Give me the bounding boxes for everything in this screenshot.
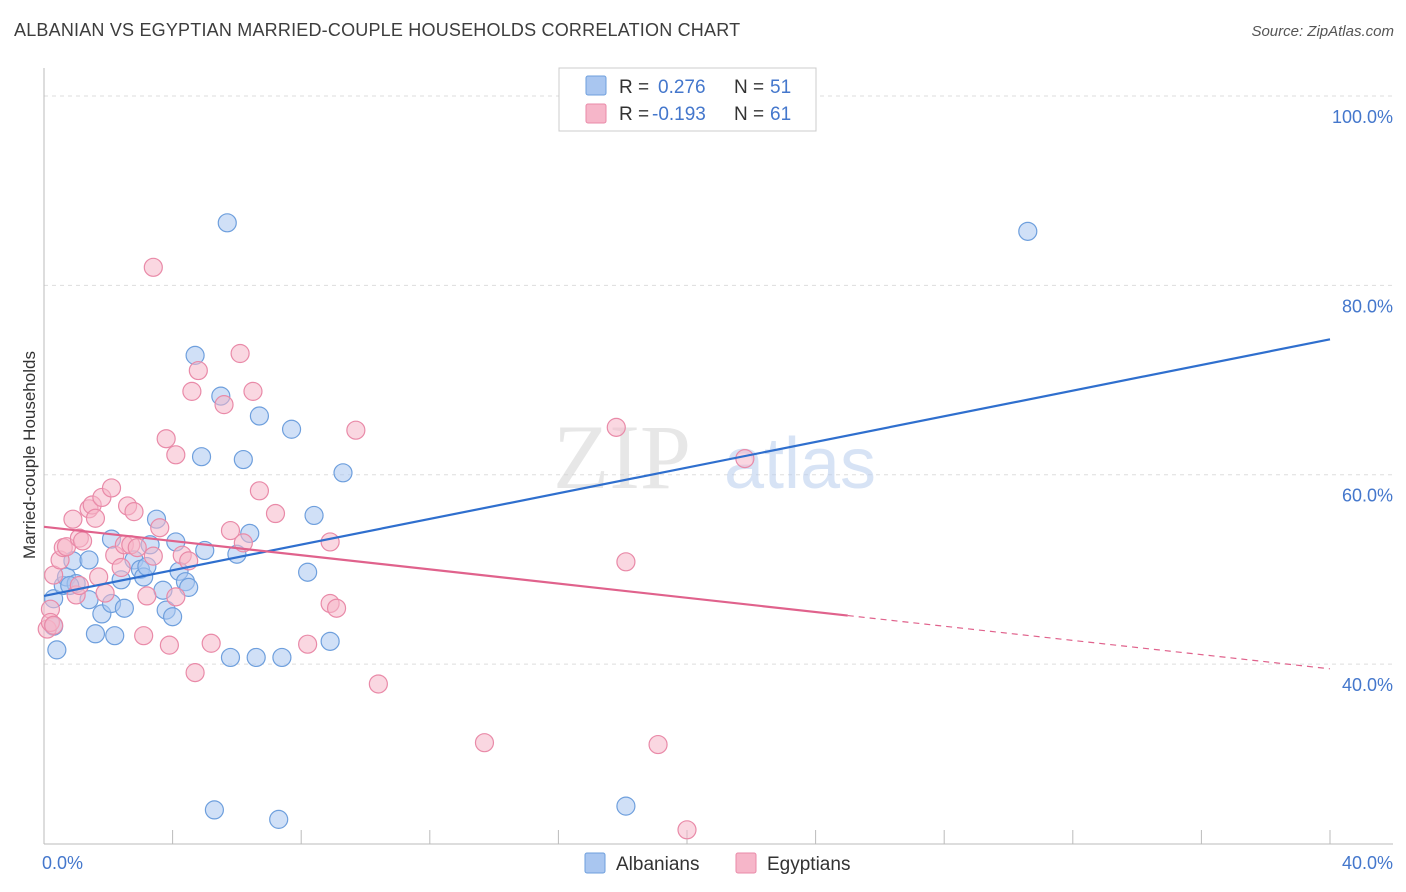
egyptian-point-10	[69, 575, 89, 596]
egyptian-point-31	[150, 518, 170, 538]
egyptian-point-25	[124, 502, 144, 522]
legend-albanians-swatch	[584, 852, 606, 874]
egyptian-point-57	[616, 552, 636, 572]
x-tick-label-min: 0.0%	[42, 853, 83, 873]
egyptian-point-18	[95, 583, 115, 603]
egyptian-point-28	[137, 586, 157, 606]
egyptian-point-12	[72, 531, 93, 551]
albanian-point-45	[320, 631, 340, 651]
albanian-point-47	[616, 796, 636, 816]
albanian-trend-line	[43, 338, 1331, 597]
legend-bottom: Albanians Egyptians	[584, 852, 850, 875]
y-tick-label-60: 60.0%	[1342, 486, 1393, 506]
egyptian-point-48	[265, 503, 286, 524]
egyptian-point-52	[326, 598, 347, 618]
egyptian-trend-extension	[847, 614, 1331, 670]
egyptian-point-3	[44, 615, 64, 635]
legend-top-egyptian-r-label: R =	[619, 104, 649, 125]
labels-layer: 40.0% 60.0% 80.0% 100.0% 0.0% 40.0% Married-co…	[20, 107, 1393, 873]
egyptian-point-21	[111, 557, 131, 578]
x-tick-label-max: 40.0%	[1342, 853, 1393, 873]
egyptian-point-55	[474, 733, 495, 753]
albanian-point-48	[1018, 221, 1038, 241]
egyptian-point-29	[143, 546, 163, 566]
albanian-point-34	[220, 647, 241, 668]
legend-top: R = 0.276 N = 51 R = -0.193 N = 61	[558, 67, 817, 132]
egyptian-point-44	[230, 343, 250, 364]
legend-top-albanian-r-value: 0.276	[658, 77, 706, 98]
legend-top-egyptian-n-value: 61	[770, 104, 791, 125]
legend-top-egyptian-r-value: -0.193	[652, 104, 706, 125]
grid-layer	[44, 95, 1393, 665]
albanian-point-43	[298, 562, 318, 582]
albanian-point-31	[204, 800, 224, 820]
egyptian-point-43	[220, 520, 241, 541]
albanian-point-14	[114, 598, 134, 618]
albanian-point-40	[269, 809, 289, 829]
egyptian-point-60	[735, 449, 755, 469]
albanian-point-7	[79, 550, 99, 570]
egyptian-point-58	[648, 734, 668, 755]
y-tick-label-100: 100.0%	[1332, 107, 1393, 127]
albanian-point-23	[163, 607, 183, 627]
egyptian-point-26	[127, 538, 147, 558]
egyptian-point-59	[677, 820, 697, 840]
y-tick-label-40: 40.0%	[1342, 675, 1393, 695]
egyptian-point-35	[166, 445, 186, 465]
egyptian-point-33	[159, 635, 179, 655]
legend-egyptians-swatch	[735, 852, 757, 874]
egyptian-point-53	[346, 420, 366, 440]
legend-top-albanian-swatch	[585, 75, 607, 96]
egyptian-point-38	[182, 381, 202, 401]
albanian-point-12	[105, 626, 125, 646]
egyptian-point-54	[368, 674, 388, 694]
egyptian-point-46	[243, 381, 263, 401]
egyptian-point-27	[134, 626, 154, 646]
chart-title: ALBANIAN VS EGYPTIAN MARRIED-COUPLE HOUS…	[14, 20, 741, 40]
egyptian-point-40	[188, 360, 208, 381]
albanian-point-27	[179, 577, 199, 597]
legend-top-egyptian-swatch	[585, 103, 607, 124]
legend-top-egyptian-n-label: N =	[734, 104, 764, 125]
trend-layer	[43, 338, 1331, 670]
source-credit: Source: ZipAtlas.com	[1251, 23, 1394, 40]
egyptian-point-39	[185, 663, 205, 683]
egyptian-point-8	[63, 509, 83, 529]
egyptian-trend-line	[43, 525, 848, 617]
legend-albanians-label: Albanians	[616, 854, 699, 875]
egyptian-point-42	[214, 395, 234, 415]
albanian-point-41	[272, 647, 292, 668]
legend-top-albanian-r-label: R =	[619, 77, 649, 98]
egyptian-point-34	[166, 587, 186, 607]
legend-egyptians-label: Egyptians	[767, 854, 850, 875]
albanian-point-44	[304, 505, 324, 526]
albanian-point-9	[85, 624, 106, 644]
albanian-point-2	[47, 640, 67, 660]
albanian-point-29	[191, 447, 212, 467]
egyptian-point-49	[298, 634, 318, 654]
y-axis-title: Married-couple Households	[20, 351, 39, 559]
legend-top-albanian-n-value: 51	[770, 77, 791, 98]
legend-top-albanian-n-label: N =	[734, 77, 764, 98]
egyptian-point-15	[85, 508, 106, 528]
albanian-point-42	[281, 419, 302, 439]
albanian-point-39	[249, 406, 270, 426]
axes-layer	[43, 68, 1393, 845]
egyptian-point-30	[143, 257, 163, 277]
egyptian-point-56	[606, 417, 626, 437]
watermark: ZIP atlas	[553, 406, 876, 508]
egyptian-point-51	[320, 532, 340, 552]
points-layer	[37, 213, 1038, 840]
egyptian-point-47	[249, 481, 270, 501]
y-tick-label-80: 80.0%	[1342, 296, 1393, 316]
albanian-point-36	[233, 449, 253, 470]
albanian-point-38	[246, 647, 266, 668]
egyptian-point-41	[201, 633, 221, 653]
egyptian-point-32	[156, 429, 176, 449]
albanian-point-33	[217, 213, 237, 233]
albanian-point-46	[333, 463, 353, 483]
egyptian-point-19	[101, 478, 122, 498]
